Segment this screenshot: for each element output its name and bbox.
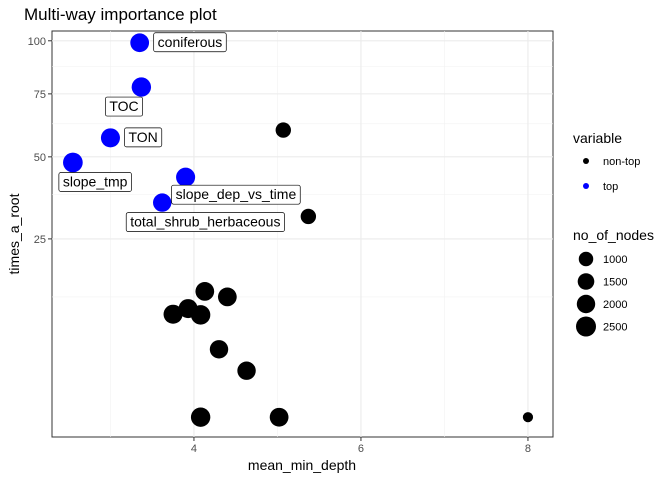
point-label-coniferous: coniferous — [153, 32, 227, 53]
data-point-top — [63, 152, 83, 173]
data-points — [63, 33, 534, 427]
y-tick-label: 75 — [34, 89, 46, 101]
data-point-non-top — [217, 287, 237, 307]
legend-label: 1500 — [603, 277, 627, 289]
data-point-non-top — [190, 305, 211, 325]
label-box — [125, 212, 285, 232]
label-text: coniferous — [158, 34, 223, 50]
legend-label: non-top — [603, 156, 640, 168]
point-label-ton: TON — [124, 127, 163, 148]
data-point-non-top — [522, 412, 534, 423]
y-tick-label: 50 — [34, 152, 46, 164]
legend-size-key — [578, 251, 594, 267]
plot-panel — [51, 30, 554, 438]
x-tick-label: 4 — [191, 443, 197, 455]
label-box — [58, 172, 132, 192]
x-tick-label: 8 — [525, 443, 531, 455]
data-point-non-top — [195, 282, 215, 301]
legend-size-key — [577, 273, 595, 290]
label-box — [124, 127, 163, 148]
legend-color-title: variable — [573, 130, 622, 146]
legend-key-non-top — [583, 158, 589, 164]
point-label-toc: TOC — [104, 96, 144, 117]
legend-label: top — [603, 181, 618, 193]
point-labels: coniferous TOC TON slope_tmp slope_dep_vs_ti… — [58, 32, 301, 232]
label-text: slope_dep_vs_time — [176, 186, 297, 202]
label-box — [171, 184, 301, 205]
point-label-slope-dep-vs-time: slope_dep_vs_time — [171, 184, 301, 205]
legend: variable no_of_nodes non-top top 1000 1500 2… — [573, 130, 654, 337]
y-axis-title: times_a_root — [6, 193, 22, 274]
data-point-non-top — [209, 340, 229, 359]
data-point-top — [130, 33, 150, 53]
data-point-top — [176, 167, 196, 187]
data-point-top — [153, 193, 172, 212]
y-tick-label: 25 — [34, 234, 46, 246]
point-label-total-shrub-herbaceous: total_shrub_herbaceous — [125, 212, 285, 232]
legend-label: 2500 — [603, 322, 627, 334]
legend-key-top — [583, 183, 589, 189]
label-box — [153, 32, 227, 53]
data-point-non-top — [163, 304, 183, 324]
data-point-top — [131, 77, 152, 97]
axis-ticks: 4 6 8 25 50 75 100 — [28, 36, 531, 455]
legend-size-key — [576, 316, 596, 337]
y-tick-label: 100 — [28, 36, 46, 48]
label-text: TON — [128, 129, 157, 145]
label-text: TOC — [109, 98, 138, 114]
data-point-non-top — [269, 407, 289, 427]
label-text: total_shrub_herbaceous — [130, 214, 280, 230]
data-point-non-top — [275, 122, 291, 138]
legend-label: 2000 — [603, 299, 627, 311]
x-axis-title: mean_min_depth — [248, 457, 356, 473]
data-point-non-top — [300, 208, 317, 225]
label-text: slope_tmp — [63, 173, 128, 189]
legend-size-key — [576, 294, 596, 314]
point-label-slope-tmp: slope_tmp — [58, 172, 132, 192]
label-box — [104, 96, 144, 117]
data-point-non-top — [237, 361, 256, 380]
legend-size-title: no_of_nodes — [573, 227, 654, 243]
x-tick-label: 6 — [358, 443, 364, 455]
data-point-non-top — [190, 407, 211, 427]
legend-label: 1000 — [603, 254, 627, 266]
chart-title: Multi-way importance plot — [24, 5, 217, 24]
grid-lines — [52, 31, 553, 437]
data-point-top — [100, 128, 120, 148]
